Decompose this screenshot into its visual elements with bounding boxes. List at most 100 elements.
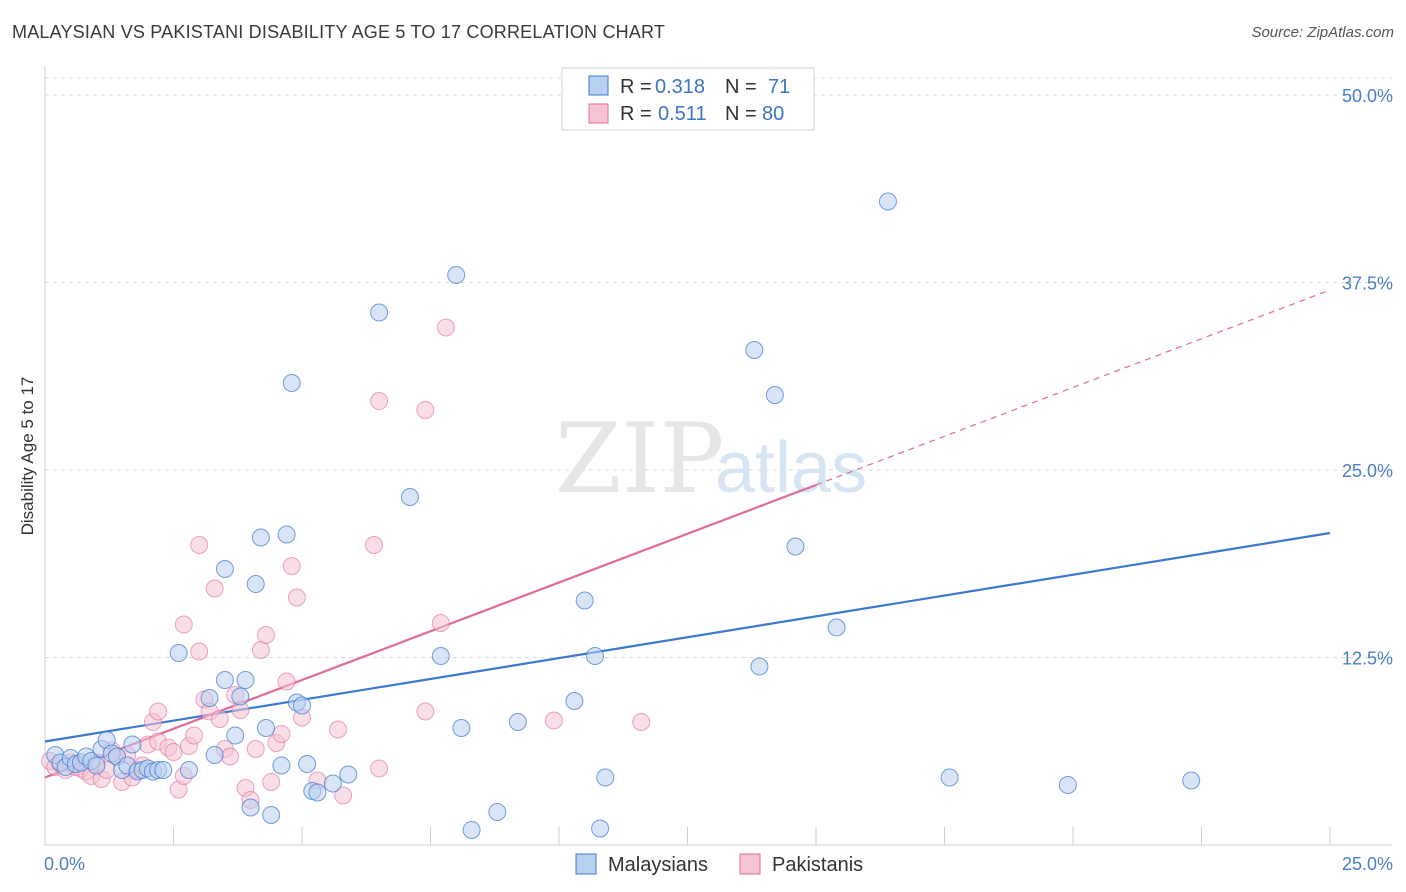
malaysians-point-27 [215, 671, 234, 689]
malaysians-point-53 [508, 713, 527, 731]
pakistanis-point-59 [416, 702, 435, 721]
tick-labels: 12.5% 25.0% 37.5% 50.0% 0.0% 25.0% [44, 86, 1393, 874]
malaysians-point-25 [205, 746, 224, 764]
source-credit: Source: ZipAtlas.com [1251, 24, 1394, 41]
malaysians-point-41 [298, 755, 317, 773]
malaysians-point-34 [257, 719, 276, 737]
pakistanis-point-56 [370, 392, 389, 410]
malaysians-point-55 [575, 591, 594, 610]
y-tick-label-0: 12.5% [1342, 649, 1393, 669]
legend-r-label-2: R = [620, 103, 652, 125]
pakistanis-point-55 [364, 536, 383, 554]
legend-r-value-2: 0.511 [658, 103, 707, 125]
malaysians-point-32 [246, 575, 265, 593]
malaysians-point-62 [786, 537, 805, 556]
malaysians-point-64 [878, 192, 897, 211]
watermark-zip: ZIP [555, 403, 724, 515]
pakistanis-point-62 [544, 711, 563, 730]
legend-r-value-1: 0.318 [655, 76, 705, 98]
pakistanis-point-24 [164, 743, 183, 761]
pakistanis-point-37 [221, 747, 240, 766]
malaysians-point-8 [87, 756, 106, 775]
pakistanis-point-50 [287, 588, 306, 607]
y-tick-label-3: 50.0% [1342, 86, 1393, 106]
malaysians-point-66 [1058, 776, 1077, 794]
malaysians-point-37 [277, 525, 296, 544]
malaysians-point-57 [591, 819, 610, 838]
pakistanis-point-48 [277, 672, 296, 691]
y-tick-label-2: 37.5% [1342, 274, 1393, 294]
pakistanis-point-34 [205, 579, 224, 598]
watermark-atlas: atlas [715, 428, 867, 508]
y-tick-label-1: 25.0% [1342, 461, 1393, 481]
malaysians-point-60 [750, 657, 769, 676]
legend-swatch-malaysians [588, 75, 609, 96]
pakistanis-point-47 [272, 725, 291, 743]
malaysians-point-40 [293, 696, 311, 715]
bottom-legend: Malaysians Pakistanis [575, 853, 863, 876]
malaysians-point-31 [241, 798, 260, 817]
x-tick-label-1: 25.0% [1342, 854, 1393, 874]
malaysians-point-22 [169, 644, 188, 662]
bottom-legend-swatch-malaysians [575, 853, 597, 875]
malaysians-point-24 [200, 689, 219, 707]
legend-box: R = 0.318 N = 71 R = 0.511 N = 80 [561, 67, 815, 131]
malaysians-point-65 [940, 768, 959, 787]
bottom-legend-malaysians: Malaysians [608, 854, 708, 876]
legend-n-value-1: 71 [768, 76, 790, 98]
pakistanis-point-61 [436, 318, 455, 337]
malaysians-point-30 [236, 671, 255, 689]
axes [44, 66, 1392, 846]
pakistanis-point-42 [246, 740, 265, 758]
pakistanis-point-57 [370, 759, 389, 778]
pakistanis-point-27 [174, 615, 193, 634]
bottom-legend-pakistanis: Pakistanis [772, 854, 863, 876]
pakistanis-point-45 [262, 773, 281, 791]
pakistanis-point-60 [431, 614, 450, 632]
pakistanis-trend-extension [815, 289, 1331, 486]
malaysians-point-59 [745, 341, 764, 359]
trend-lines [44, 289, 1331, 779]
malaysians-point-28 [226, 726, 245, 745]
pakistanis-point-63 [632, 713, 651, 731]
malaysians-point-15 [123, 735, 142, 754]
bottom-legend-swatch-pakistanis [739, 853, 761, 875]
legend-n-value-2: 80 [762, 103, 784, 125]
malaysians-point-67 [1182, 771, 1201, 790]
malaysians-point-47 [400, 488, 419, 506]
pakistanis-point-31 [190, 642, 209, 661]
legend-n-label-1: N = [725, 76, 757, 98]
malaysians-points [46, 192, 1201, 839]
malaysians-point-35 [262, 806, 281, 824]
pakistanis-point-54 [334, 786, 353, 805]
pakistanis-point-58 [416, 401, 435, 419]
malaysians-point-56 [585, 647, 604, 665]
malaysians-point-46 [370, 303, 389, 322]
malaysians-point-33 [251, 528, 270, 547]
y-axis-title: Disability Age 5 to 17 [18, 377, 37, 536]
pakistanis-trend-line [44, 483, 817, 779]
malaysians-point-23 [179, 761, 198, 779]
legend-swatch-pakistanis [588, 103, 609, 124]
malaysians-point-43 [308, 783, 327, 802]
pakistanis-point-29 [185, 726, 204, 745]
x-tick-label-0: 0.0% [44, 854, 85, 874]
malaysians-point-44 [323, 774, 342, 793]
malaysians-point-52 [488, 803, 507, 821]
pakistanis-point-35 [210, 710, 229, 728]
malaysians-point-63 [827, 618, 846, 637]
malaysians-point-50 [452, 719, 471, 737]
malaysians-point-54 [565, 692, 584, 710]
pakistanis-point-43 [251, 641, 270, 659]
malaysians-point-58 [596, 768, 615, 787]
malaysians-point-51 [462, 821, 481, 839]
legend-n-label-2: N = [725, 103, 757, 125]
malaysians-point-49 [447, 266, 466, 284]
malaysians-point-45 [339, 765, 358, 784]
malaysians-point-38 [282, 374, 301, 392]
malaysians-point-48 [431, 647, 450, 665]
pakistanis-point-44 [257, 626, 276, 644]
pakistanis-point-53 [328, 720, 347, 739]
malaysians-point-36 [272, 756, 291, 775]
